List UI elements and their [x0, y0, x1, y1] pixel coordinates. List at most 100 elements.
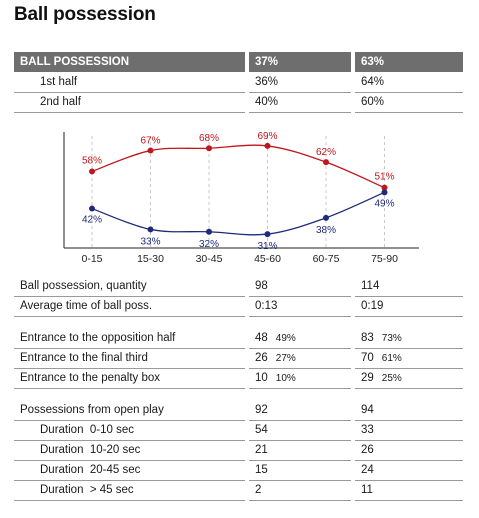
data-point — [147, 147, 154, 154]
header-team2-value: 63% — [351, 52, 463, 72]
x-tick-label: 60-75 — [313, 253, 340, 265]
possession-line-chart: 0-15 15-30 30-45 45-60 60-75 75-90 58% 67% 68% 69… — [63, 131, 419, 265]
data-label: 42% — [82, 215, 102, 226]
data-point — [381, 184, 388, 191]
possession-summary-table: BALL POSSESSION 37% 63% 1st half 36% 64%… — [14, 52, 463, 113]
data-point — [323, 159, 329, 166]
row-label: Entrance to the penalty box — [14, 368, 247, 389]
table-row: Duration 0-10 sec 54 33 — [14, 420, 463, 441]
team2-value: 83 73% — [351, 328, 463, 349]
row-label: Duration 20-45 sec — [14, 460, 247, 481]
data-label: 58% — [82, 155, 102, 166]
team2-count: 70 — [361, 352, 374, 364]
data-point — [147, 226, 154, 233]
team2-percent: 61% — [381, 353, 402, 364]
row-label: Average time of ball poss. — [14, 296, 247, 317]
data-label: 68% — [199, 133, 219, 144]
team2-value: 70 61% — [351, 348, 463, 369]
data-point — [206, 145, 212, 152]
team1-count: 48 — [255, 331, 268, 344]
team2-value: 11 — [351, 480, 463, 501]
team2-value: 94 — [351, 400, 463, 421]
team2-value: 64% — [351, 72, 463, 93]
data-point — [381, 189, 388, 196]
table-row: Entrance to the penalty box 10 10% 29 25% — [14, 368, 463, 389]
row-label: Entrance to the final third — [14, 348, 247, 369]
data-point — [264, 142, 271, 149]
team2-value: 29 25% — [351, 368, 463, 389]
table-row: Duration 10-20 sec 21 26 — [14, 440, 463, 461]
table-row: Entrance to the final third 26 27% 70 61% — [14, 348, 463, 369]
team1-value: 48 49% — [245, 328, 353, 349]
row-label: Possessions from open play — [14, 400, 247, 421]
page-title: Ball possession — [14, 4, 156, 25]
team1-percent: 10% — [275, 373, 296, 384]
entrance-table: Entrance to the opposition half 48 49% 83… — [14, 328, 463, 389]
table-row: 1st half 36% 64% — [14, 72, 463, 93]
data-label: 32% — [199, 239, 219, 250]
data-label: 33% — [140, 236, 160, 247]
table-row: 2nd half 40% 60% — [14, 92, 463, 113]
team1-percent: 49% — [275, 332, 296, 344]
team2-value: 60% — [351, 92, 463, 113]
team2-value: 114 — [351, 276, 463, 297]
team1-percent: 27% — [275, 353, 296, 364]
data-label: 38% — [316, 225, 336, 236]
team1-value: 92 — [245, 400, 353, 421]
data-point — [89, 205, 95, 212]
data-point — [89, 168, 95, 175]
team1-value: 15 — [245, 460, 353, 481]
data-label: 69% — [257, 131, 277, 142]
table-row: Entrance to the opposition half 48 49% 83… — [14, 328, 463, 349]
data-label: 67% — [140, 136, 160, 147]
team2-percent: 73% — [381, 332, 402, 344]
table-row: Duration 20-45 sec 15 24 — [14, 460, 463, 481]
table-row: Ball possession, quantity 98 114 — [14, 276, 463, 297]
data-label: 31% — [257, 241, 277, 252]
team2-value: 0:19 — [351, 296, 463, 317]
table-row: Duration > 45 sec 2 11 — [14, 480, 463, 501]
row-label: 1st half — [14, 72, 247, 93]
team1-count: 10 — [255, 372, 268, 384]
row-label: 2nd half — [14, 92, 247, 113]
table-row: Average time of ball poss. 0:13 0:19 — [14, 296, 463, 317]
table-row: Possessions from open play 92 94 — [14, 400, 463, 421]
team2-value: 24 — [351, 460, 463, 481]
team2-value: 26 — [351, 440, 463, 461]
data-label: 62% — [316, 147, 336, 158]
x-tick-label: 30-45 — [196, 253, 223, 265]
row-label: Ball possession, quantity — [14, 276, 247, 297]
team1-value: 54 — [245, 420, 353, 441]
x-tick-label: 15-30 — [137, 253, 164, 265]
x-tick-label: 75-90 — [371, 253, 398, 265]
data-point — [264, 231, 271, 238]
team2-count: 29 — [361, 372, 374, 384]
team2-count: 83 — [361, 331, 374, 344]
team1-value: 0:13 — [245, 296, 353, 317]
team2-value: 33 — [351, 420, 463, 441]
header-team1-value: 37% — [245, 52, 353, 72]
series-line — [91, 191, 385, 236]
team1-value: 21 — [245, 440, 353, 461]
header-label: BALL POSSESSION — [14, 52, 247, 72]
row-label: Duration 0-10 sec — [14, 420, 247, 441]
team2-percent: 25% — [381, 373, 402, 384]
team1-value: 26 27% — [245, 348, 353, 369]
data-point — [323, 214, 329, 221]
open-play-table: Possessions from open play 92 94 Duratio… — [14, 400, 463, 501]
team1-value: 36% — [245, 72, 353, 93]
team1-count: 26 — [255, 352, 268, 364]
data-label: 49% — [374, 198, 394, 209]
data-point — [206, 228, 212, 235]
team1-value: 40% — [245, 92, 353, 113]
row-label: Duration > 45 sec — [14, 480, 247, 501]
table-header-row: BALL POSSESSION 37% 63% — [14, 52, 463, 72]
team1-value: 98 — [245, 276, 353, 297]
row-label: Duration 10-20 sec — [14, 440, 247, 461]
team1-value: 10 10% — [245, 368, 353, 389]
team1-value: 2 — [245, 480, 353, 501]
quantity-table: Ball possession, quantity 98 114 Average… — [14, 276, 463, 317]
row-label: Entrance to the opposition half — [14, 328, 247, 349]
series-line — [91, 144, 385, 189]
x-tick-label: 45-60 — [254, 253, 281, 265]
